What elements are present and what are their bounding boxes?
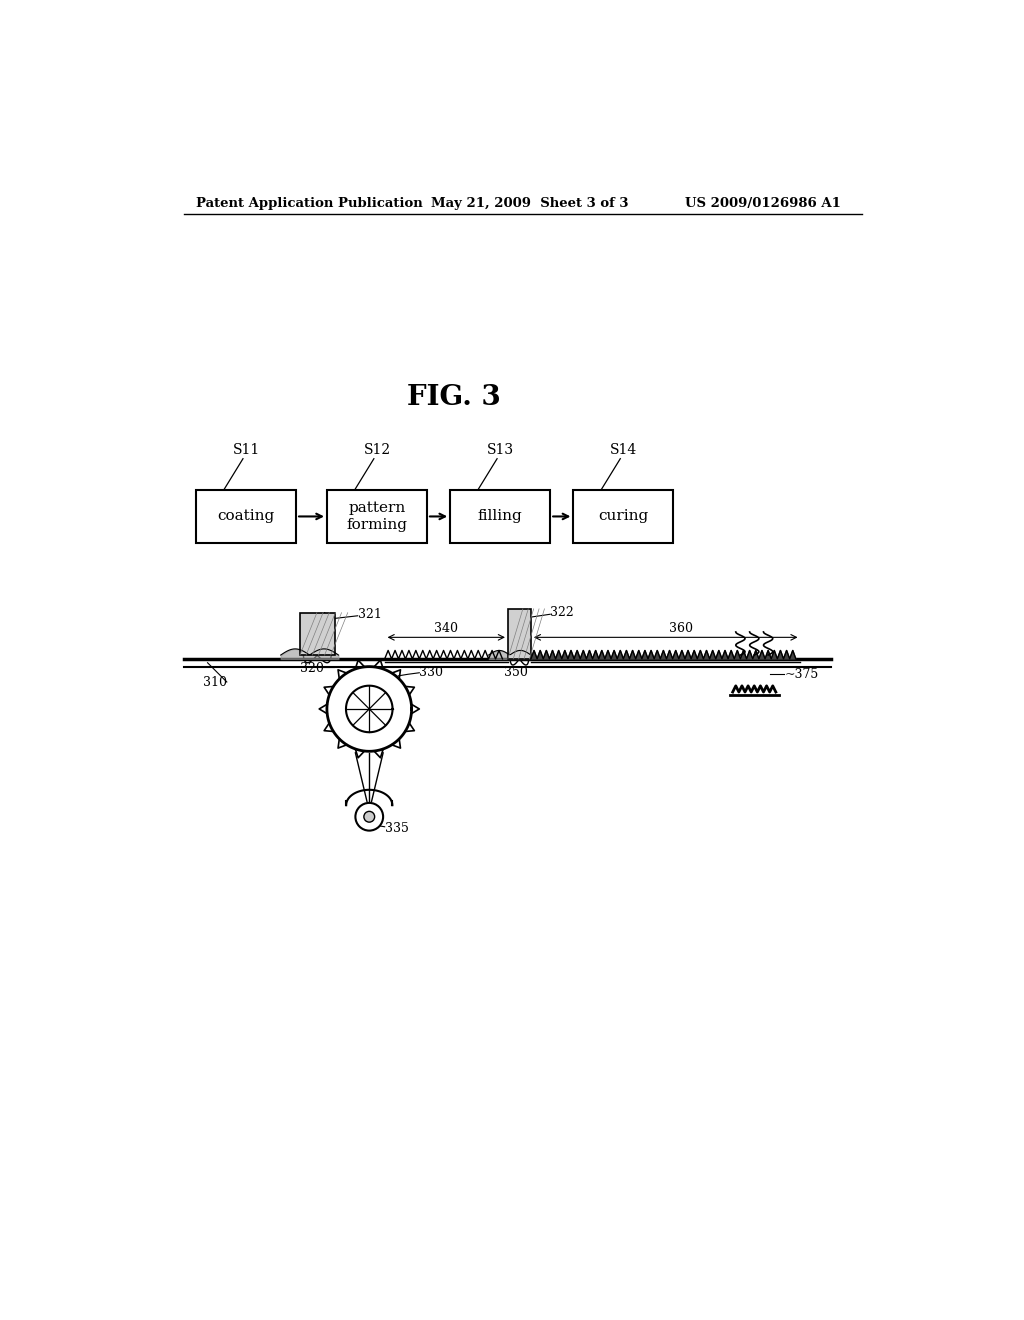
Text: 340: 340 — [434, 622, 459, 635]
Polygon shape — [599, 651, 605, 659]
Polygon shape — [574, 651, 581, 659]
Polygon shape — [550, 651, 556, 659]
Text: coating: coating — [217, 510, 274, 524]
Text: S13: S13 — [486, 444, 514, 457]
Polygon shape — [544, 651, 550, 659]
Text: 350: 350 — [504, 667, 527, 680]
Polygon shape — [728, 651, 734, 659]
Polygon shape — [660, 651, 667, 659]
Polygon shape — [636, 651, 642, 659]
Bar — [573, 490, 674, 544]
Polygon shape — [587, 651, 593, 659]
Polygon shape — [673, 651, 679, 659]
Polygon shape — [710, 651, 716, 659]
Text: ~375: ~375 — [785, 668, 819, 681]
Polygon shape — [746, 651, 753, 659]
Polygon shape — [630, 651, 636, 659]
Text: 320: 320 — [300, 661, 324, 675]
Polygon shape — [722, 651, 728, 659]
Text: 335: 335 — [385, 822, 409, 834]
Polygon shape — [667, 651, 673, 659]
Text: curing: curing — [598, 510, 648, 524]
Polygon shape — [783, 651, 790, 659]
Text: filling: filling — [478, 510, 522, 524]
Polygon shape — [685, 651, 691, 659]
Text: S11: S11 — [232, 444, 260, 457]
Polygon shape — [790, 651, 796, 659]
Polygon shape — [581, 651, 587, 659]
Text: 360: 360 — [669, 622, 693, 635]
Polygon shape — [611, 651, 617, 659]
Circle shape — [364, 812, 375, 822]
Text: 330: 330 — [419, 667, 443, 680]
Polygon shape — [617, 651, 624, 659]
Bar — [327, 490, 427, 544]
Circle shape — [355, 803, 383, 830]
Polygon shape — [771, 651, 777, 659]
Bar — [196, 490, 296, 544]
Text: 322: 322 — [550, 606, 574, 619]
Text: pattern
forming: pattern forming — [346, 502, 408, 532]
Text: Patent Application Publication: Patent Application Publication — [196, 197, 423, 210]
Polygon shape — [593, 651, 599, 659]
Polygon shape — [538, 651, 544, 659]
Polygon shape — [691, 651, 697, 659]
Polygon shape — [568, 651, 574, 659]
Polygon shape — [740, 651, 746, 659]
Polygon shape — [759, 651, 765, 659]
Polygon shape — [531, 651, 538, 659]
Polygon shape — [753, 651, 759, 659]
Polygon shape — [679, 651, 685, 659]
Polygon shape — [624, 651, 630, 659]
Polygon shape — [777, 651, 783, 659]
Polygon shape — [605, 651, 611, 659]
Text: May 21, 2009  Sheet 3 of 3: May 21, 2009 Sheet 3 of 3 — [431, 197, 629, 210]
Polygon shape — [716, 651, 722, 659]
Polygon shape — [697, 651, 703, 659]
Text: 310: 310 — [203, 676, 227, 689]
Polygon shape — [654, 651, 660, 659]
Bar — [451, 490, 550, 544]
Text: S14: S14 — [609, 444, 637, 457]
Text: US 2009/0126986 A1: US 2009/0126986 A1 — [685, 197, 841, 210]
Text: FIG. 3: FIG. 3 — [408, 384, 501, 411]
Polygon shape — [562, 651, 568, 659]
Bar — [508, 609, 531, 659]
Bar — [300, 612, 335, 655]
Polygon shape — [734, 651, 740, 659]
Text: S12: S12 — [364, 444, 390, 457]
Polygon shape — [703, 651, 710, 659]
Polygon shape — [765, 651, 771, 659]
Polygon shape — [648, 651, 654, 659]
Text: 321: 321 — [357, 607, 382, 620]
Polygon shape — [642, 651, 648, 659]
Polygon shape — [556, 651, 562, 659]
